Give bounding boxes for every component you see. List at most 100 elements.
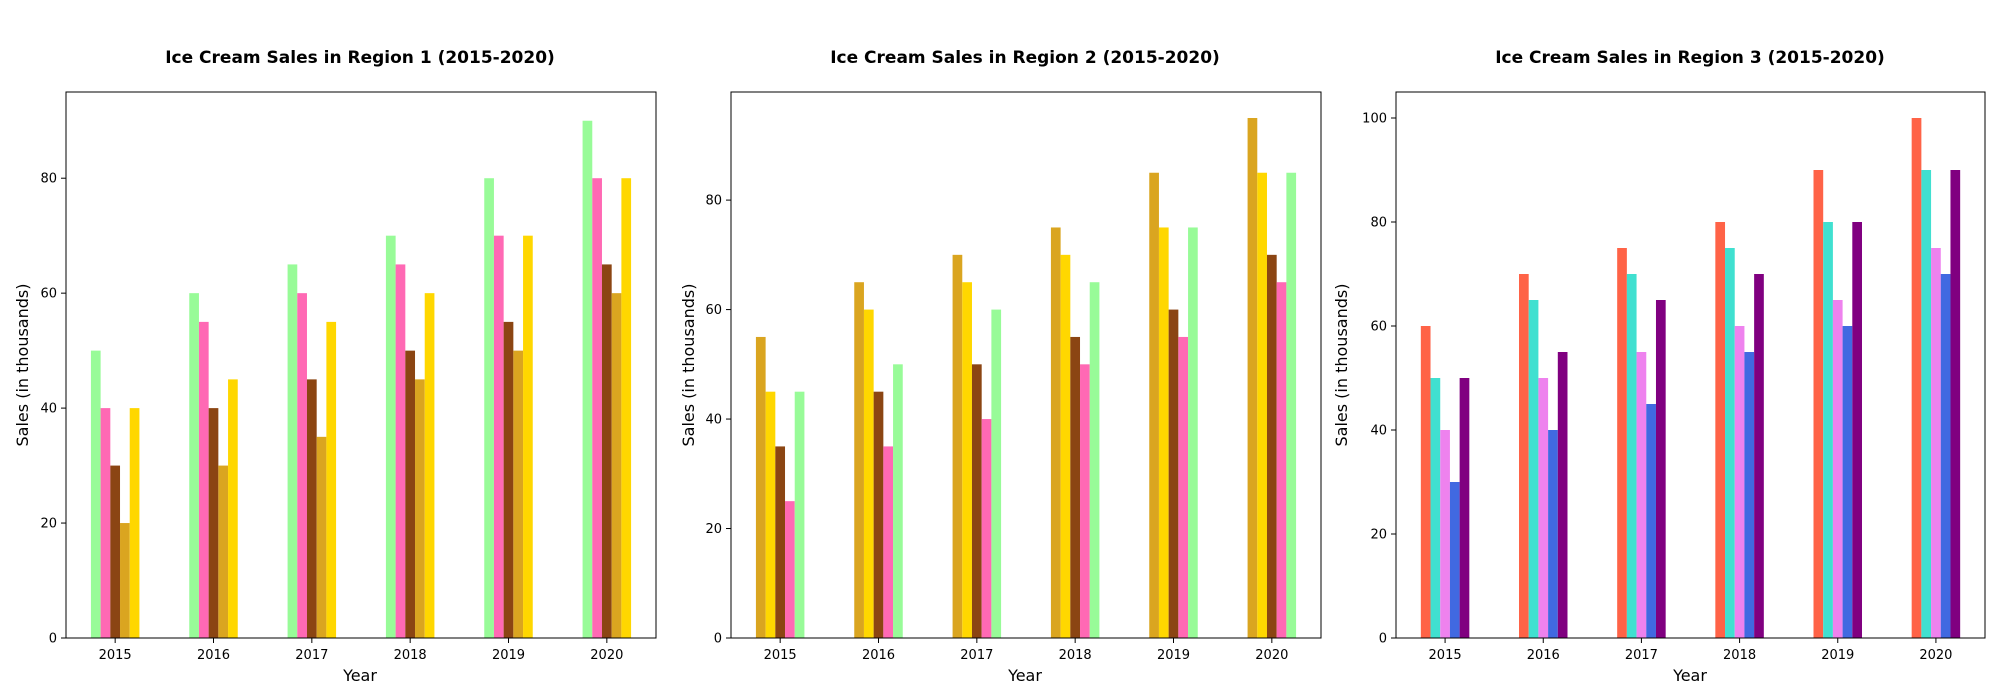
bar xyxy=(306,379,317,638)
bar xyxy=(1646,404,1656,638)
bar xyxy=(854,282,864,638)
bar xyxy=(775,446,786,638)
y-tick-label: 40 xyxy=(1370,424,1387,439)
x-tick-label: 2018 xyxy=(394,648,427,663)
x-tick-label: 2020 xyxy=(590,648,623,663)
bar xyxy=(1519,274,1529,638)
plot-area: 2015 2016 2017 2018 2019 2020 0 20 40 60 80 xyxy=(705,91,1322,663)
x-axis-label: Year xyxy=(342,666,377,685)
y-tick-label: 80 xyxy=(40,172,57,187)
bar xyxy=(785,501,795,638)
bar xyxy=(1940,274,1951,638)
bar xyxy=(1158,227,1169,638)
bar xyxy=(287,264,298,638)
x-tick-label: 2015 xyxy=(99,648,132,663)
bar xyxy=(873,391,884,638)
bar xyxy=(962,282,972,638)
bar xyxy=(1449,482,1460,638)
y-tick-label: 80 xyxy=(1370,216,1387,231)
bar xyxy=(1089,282,1100,638)
y-tick-label: 80 xyxy=(705,194,722,209)
bar xyxy=(1168,309,1179,638)
bar xyxy=(1060,254,1071,638)
bar xyxy=(755,336,766,638)
bar xyxy=(1266,254,1277,638)
bar xyxy=(1430,378,1441,638)
x-tick-label: 2017 xyxy=(295,648,328,663)
bar xyxy=(503,321,514,638)
bar xyxy=(1832,300,1843,638)
bar xyxy=(1931,248,1941,638)
bar xyxy=(424,293,435,638)
bar xyxy=(90,350,101,638)
bar xyxy=(1842,326,1853,638)
bar xyxy=(981,419,992,638)
bar xyxy=(621,178,632,638)
x-tick-label: 2019 xyxy=(1821,648,1854,663)
bar xyxy=(1080,364,1090,638)
bar xyxy=(592,178,602,638)
y-tick-label: 40 xyxy=(40,402,57,417)
bar xyxy=(1276,282,1287,638)
y-tick-label: 60 xyxy=(40,287,57,302)
bar xyxy=(326,321,337,638)
x-tick-label: 2015 xyxy=(1429,648,1462,663)
bar xyxy=(794,391,805,638)
bar xyxy=(513,350,524,638)
chart-panel-region-2: Ice Cream Sales in Region 2 (2015-2020) … xyxy=(679,48,1322,685)
bar xyxy=(1725,248,1735,638)
bar xyxy=(1617,248,1627,638)
bar xyxy=(385,235,396,638)
bar xyxy=(1852,222,1862,638)
bar xyxy=(1070,336,1081,638)
bar xyxy=(1754,274,1764,638)
plot-area: 2015 2016 2017 2018 2019 2020 0 20 40 60 80 100 xyxy=(1362,91,1986,663)
y-axis-label: Sales (in thousands) xyxy=(13,284,32,447)
bar xyxy=(1459,378,1470,638)
x-axis-label: Year xyxy=(1007,666,1042,685)
x-tick-label: 2020 xyxy=(1255,648,1288,663)
bar xyxy=(208,408,219,638)
bar xyxy=(297,293,307,638)
bar xyxy=(228,379,238,638)
chart-title: Ice Cream Sales in Region 3 (2015-2020) xyxy=(1495,48,1885,68)
bar xyxy=(1636,352,1647,638)
x-tick-label: 2016 xyxy=(1527,648,1560,663)
bar xyxy=(601,264,612,638)
bar xyxy=(1823,222,1833,638)
bar xyxy=(198,321,209,638)
y-tick-label: 20 xyxy=(1370,528,1387,543)
x-tick-label: 2017 xyxy=(1625,648,1658,663)
bar xyxy=(1548,430,1558,638)
y-tick-label: 60 xyxy=(1370,320,1387,335)
bar xyxy=(415,379,425,638)
bar xyxy=(1626,274,1637,638)
bar xyxy=(1744,352,1755,638)
bar xyxy=(1420,326,1431,638)
bar xyxy=(765,391,776,638)
y-tick-label: 60 xyxy=(705,303,722,318)
y-tick-label: 0 xyxy=(714,632,722,647)
x-tick-label: 2016 xyxy=(197,648,230,663)
bar xyxy=(1557,352,1568,638)
bar xyxy=(1655,300,1666,638)
plot-frame xyxy=(1395,91,1986,639)
bar xyxy=(218,465,229,638)
bar xyxy=(893,364,903,638)
bar xyxy=(991,309,1002,638)
bar xyxy=(883,446,894,638)
bar xyxy=(1440,430,1450,638)
bar xyxy=(110,465,121,638)
bar xyxy=(1813,170,1824,638)
bar xyxy=(189,293,199,638)
chart-title: Ice Cream Sales in Region 1 (2015-2020) xyxy=(165,48,555,68)
y-tick-label: 20 xyxy=(705,522,722,537)
y-tick-label: 100 xyxy=(1362,112,1387,127)
bar xyxy=(523,235,533,638)
x-tick-label: 2018 xyxy=(1059,648,1092,663)
bar xyxy=(1286,172,1297,639)
bar xyxy=(1950,170,1961,638)
bar xyxy=(1050,227,1061,638)
bar xyxy=(395,264,406,638)
